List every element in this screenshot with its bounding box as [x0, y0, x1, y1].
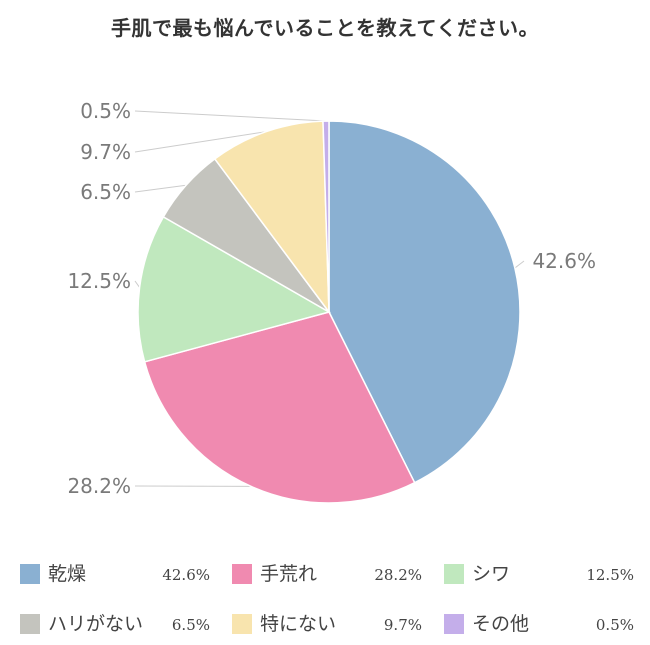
legend-swatch	[20, 564, 40, 584]
legend-item-4: ハリがない 6.5%	[20, 611, 210, 637]
legend-label: ハリがない	[48, 613, 144, 635]
chart-title: 手肌で最も悩んでいることを教えてください。	[111, 16, 539, 40]
legend-value: 42.6%	[162, 566, 210, 584]
legend-label: シワ	[472, 563, 511, 585]
pie-slice-1	[328, 120, 521, 484]
legend-swatch	[232, 564, 252, 584]
legend-swatch	[20, 614, 40, 634]
slice-percent-label-1: 42.6%	[532, 249, 596, 273]
pie-slice-6	[322, 120, 330, 313]
pie-slice-3	[137, 215, 331, 363]
legend-item-6: その他 0.5%	[444, 611, 634, 637]
leader-line-3	[134, 280, 140, 288]
pie-slice-5	[213, 120, 330, 315]
legend-item-5: 特にない 9.7%	[232, 611, 422, 637]
pie-slice-2	[143, 311, 416, 504]
leader-line-6	[134, 110, 327, 122]
legend-label: 特にない	[260, 613, 337, 635]
leader-line-4	[134, 184, 187, 193]
legend-label: その他	[472, 613, 530, 635]
legend-label: 手荒れ	[260, 563, 318, 585]
legend-swatch	[232, 614, 252, 634]
legend-value: 6.5%	[171, 616, 210, 634]
leader-line-5	[134, 131, 267, 153]
legend-item-2: 手荒れ 28.2%	[232, 561, 422, 587]
legend-value: 28.2%	[374, 566, 422, 584]
slice-percent-label-2: 28.2%	[67, 474, 131, 498]
slice-percent-label-4: 6.5%	[80, 180, 131, 204]
legend-value: 12.5%	[586, 566, 634, 584]
legend-item-3: シワ 12.5%	[444, 561, 634, 587]
legend-value: 0.5%	[595, 616, 634, 634]
legend-swatch	[444, 564, 464, 584]
slice-percent-label-6: 0.5%	[80, 99, 131, 123]
legend-value: 9.7%	[383, 616, 422, 634]
leader-line-1	[514, 260, 525, 269]
legend-swatch	[444, 614, 464, 634]
slice-percent-label-5: 9.7%	[80, 140, 131, 164]
legend-label: 乾燥	[48, 563, 87, 585]
slice-percent-label-3: 12.5%	[67, 269, 131, 293]
legend-item-1: 乾燥 42.6%	[20, 561, 210, 587]
